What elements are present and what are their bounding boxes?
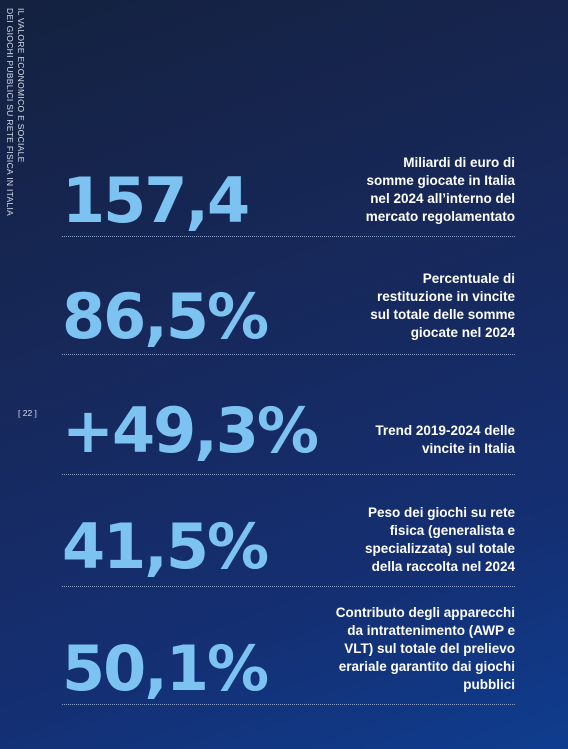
publication-title-line-2: DEI GIOCHI PUBBLICI SU RETE FISICA IN IT… xyxy=(5,8,15,217)
stat-block-2: 86,5% Percentuale di restituzione in vin… xyxy=(62,266,515,360)
stat-block-4: 41,5% Peso dei giochi su rete fisica (ge… xyxy=(62,502,515,590)
stat-description-2: Percentuale di restituzione in vincite s… xyxy=(370,271,515,340)
stat-value-1: 157,4 xyxy=(62,164,250,237)
divider-3 xyxy=(62,474,515,475)
stat-description-3: Trend 2019-2024 delle vincite in Italia xyxy=(375,423,515,456)
publication-title-line-1: IL VALORE ECONOMICO E SOCIALE xyxy=(16,8,26,163)
stat-value-3: +49,3% xyxy=(62,394,319,467)
stat-description-1: Miliardi di euro di somme giocate in Ita… xyxy=(365,155,515,224)
stat-block-3: +49,3% Trend 2019-2024 delle vincite in … xyxy=(62,396,515,478)
stat-description-5: Contributo degli apparecchi da intratten… xyxy=(335,605,515,692)
stat-block-1: 157,4 Miliardi di euro di somme giocate … xyxy=(62,150,515,242)
divider-5 xyxy=(62,704,515,705)
stat-value-5: 50,1% xyxy=(62,632,269,705)
stat-block-5: 50,1% Contributo degli apparecchi da int… xyxy=(62,604,515,708)
stat-value-2: 86,5% xyxy=(62,280,269,353)
divider-2 xyxy=(62,354,515,355)
stat-value-4: 41,5% xyxy=(62,510,269,583)
publication-title: IL VALORE ECONOMICO E SOCIALE DEI GIOCHI… xyxy=(4,8,26,216)
page-number: [ 22 ] xyxy=(18,408,37,418)
divider-4 xyxy=(62,586,515,587)
divider-1 xyxy=(62,236,515,237)
stat-description-4: Peso dei giochi su rete fisica (generali… xyxy=(364,505,515,574)
